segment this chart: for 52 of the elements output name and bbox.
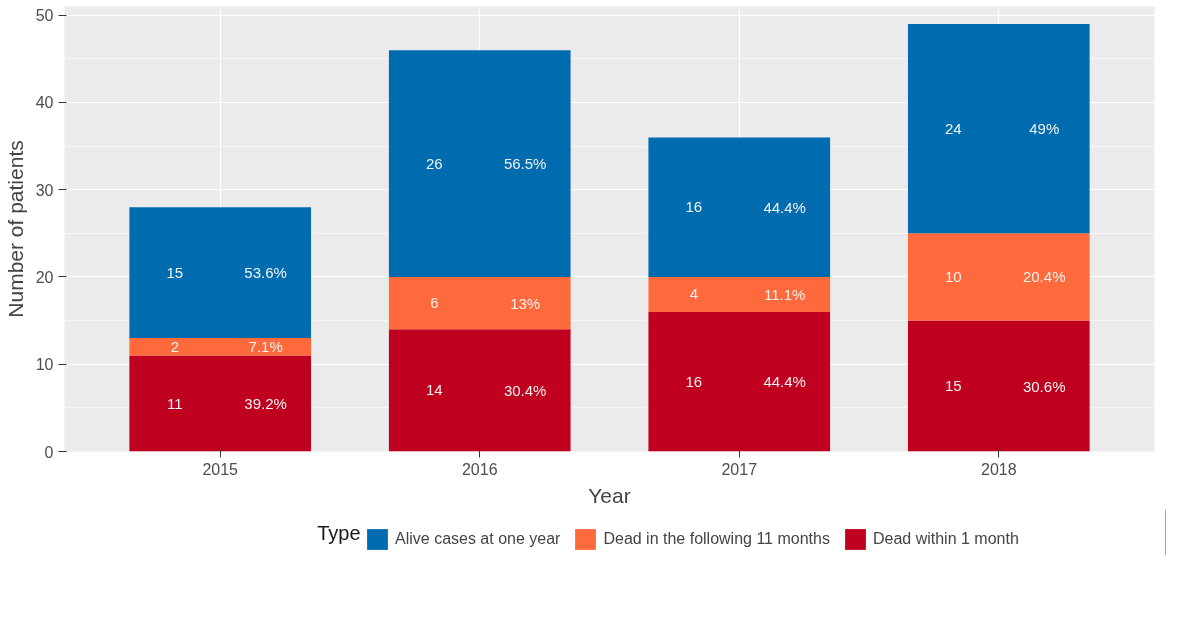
annotation: 7.1% [248, 338, 283, 356]
y-tick-label: 40 [35, 94, 54, 112]
annotation: 53.6% [244, 264, 287, 282]
data-label: 16 [685, 198, 703, 216]
bar [388, 276, 571, 330]
y-tick-label: 10 [35, 356, 54, 374]
x-tick-label: 2016 [461, 460, 498, 478]
legend-label: Dead in the following 11 months [603, 530, 830, 548]
data-label: 2 [170, 337, 179, 355]
y-tick-label: 30 [35, 181, 54, 199]
data-label: 6 [430, 294, 439, 312]
bar [907, 233, 1090, 321]
annotation: 44.4% [763, 373, 806, 391]
bar [907, 23, 1090, 234]
bar [129, 338, 312, 356]
y-tick-label: 20 [35, 268, 54, 286]
annotation: 30.4% [503, 381, 547, 399]
x-tick-label: 2018 [980, 460, 1017, 478]
legend-label: Dead within 1 month [872, 530, 1019, 548]
legend-title: Type [317, 521, 361, 544]
y-tick-label: 50 [35, 7, 54, 25]
annotation: 20.4% [1022, 268, 1066, 286]
annotation: 56.5% [503, 155, 547, 173]
data-label: 15 [945, 377, 962, 395]
data-label: 15 [166, 263, 184, 281]
data-label: 24 [945, 119, 962, 137]
annotation: 39.2% [244, 395, 287, 413]
x-axis-title: Year [588, 483, 631, 507]
bar [388, 329, 571, 452]
bar [648, 311, 831, 452]
bar [648, 137, 831, 277]
annotation: 44.4% [763, 198, 806, 216]
data-label: 11 [167, 394, 183, 412]
data-label: 14 [425, 381, 443, 399]
data-label: 26 [425, 154, 443, 172]
data-label: 16 [685, 372, 703, 390]
y-axis-title: Number of patients [3, 140, 27, 318]
x-tick-label: 2015 [202, 460, 239, 478]
annotation: 13% [510, 294, 541, 312]
data-label: 10 [945, 267, 962, 285]
bar [129, 355, 312, 452]
bar [648, 276, 831, 312]
annotation: 49% [1029, 120, 1060, 138]
legend-label: Alive cases at one year [395, 530, 561, 548]
annotation: 30.6% [1022, 377, 1066, 395]
bar [129, 207, 312, 339]
bar [388, 50, 571, 277]
data-label: 4 [689, 285, 699, 303]
x-tick-label: 2017 [721, 460, 758, 478]
y-tick-label: 0 [44, 443, 54, 461]
bar [907, 320, 1090, 452]
annotation: 11.1% [763, 285, 806, 303]
